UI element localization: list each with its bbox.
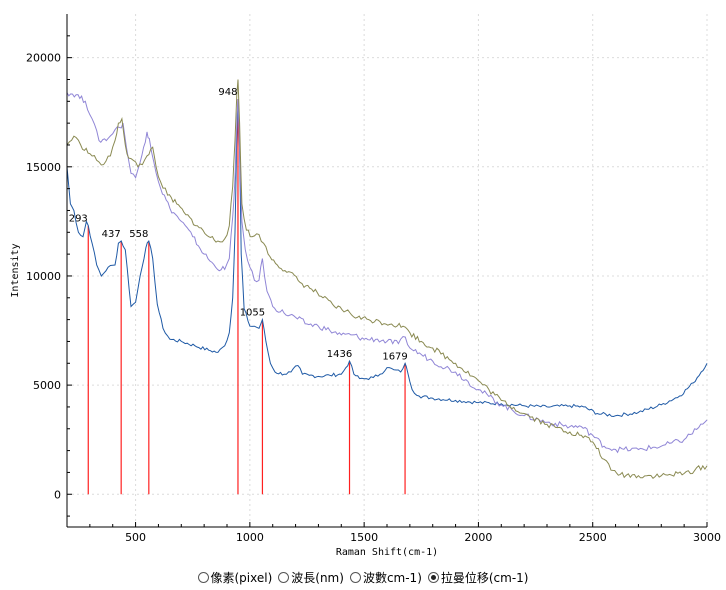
x-tick-label: 3000 bbox=[693, 531, 721, 544]
unit-option-label: 波長(nm) bbox=[291, 570, 344, 585]
y-axis-label: Intensity bbox=[10, 243, 21, 297]
peak-label: 293 bbox=[69, 214, 88, 225]
spectrum-line bbox=[66, 79, 708, 480]
y-tick-label: 20000 bbox=[26, 52, 61, 65]
unit-option-raman-shift[interactable]: 拉曼位移(cm-1) bbox=[427, 569, 529, 586]
peak-markers bbox=[87, 99, 406, 495]
spectrum-line bbox=[66, 92, 708, 454]
x-axis-label: Raman Shift(cm-1) bbox=[336, 547, 438, 558]
unit-option-label: 波數cm-1) bbox=[362, 570, 422, 585]
peak-label: 558 bbox=[129, 229, 148, 240]
x-tick-label: 1000 bbox=[236, 531, 264, 544]
x-tick-label: 2500 bbox=[579, 531, 607, 544]
y-tick-label: 10000 bbox=[26, 270, 61, 283]
axes bbox=[66, 14, 708, 528]
radio-button[interactable] bbox=[197, 571, 209, 583]
unit-option-label: 像素(pixel) bbox=[210, 570, 273, 585]
grid bbox=[67, 14, 708, 527]
peak-label: 437 bbox=[102, 229, 121, 240]
peak-label: 1055 bbox=[240, 308, 265, 319]
spectrum-series bbox=[66, 79, 708, 480]
y-tick-label: 15000 bbox=[26, 161, 61, 174]
x-tick-label: 500 bbox=[125, 531, 146, 544]
radio-selected-dot bbox=[430, 574, 436, 580]
unit-option-pixel[interactable]: 像素(pixel) bbox=[197, 569, 273, 586]
radio-button[interactable] bbox=[278, 571, 290, 583]
peak-label: 1679 bbox=[382, 351, 407, 362]
spectrum-line bbox=[66, 99, 708, 418]
radio-button[interactable] bbox=[427, 571, 439, 583]
unit-option-wavenumber[interactable]: 波數cm-1) bbox=[349, 569, 422, 586]
y-tick-label: 0 bbox=[54, 488, 61, 501]
radio-button[interactable] bbox=[349, 571, 361, 583]
y-tick-label: 5000 bbox=[33, 379, 61, 392]
x-tick-label: 2000 bbox=[464, 531, 492, 544]
peak-labels: 293 437 558 948 1055 1436 1679 bbox=[69, 87, 408, 362]
peak-label: 1436 bbox=[327, 349, 352, 360]
unit-option-wavelength[interactable]: 波長(nm) bbox=[278, 569, 344, 586]
raman-spectrum-chart: 500 1000 1500 2000 2500 3000 0 5000 10000 15000 20… bbox=[10, 14, 721, 558]
unit-selector: 像素(pixel) 波長(nm) 波數cm-1) 拉曼位移(cm-1) bbox=[0, 566, 726, 588]
peak-label: 948 bbox=[218, 87, 237, 98]
tick-labels: 500 1000 1500 2000 2500 3000 0 5000 10000 15000 20… bbox=[26, 52, 721, 544]
x-tick-label: 1500 bbox=[350, 531, 378, 544]
unit-option-label: 拉曼位移(cm-1) bbox=[440, 570, 529, 585]
